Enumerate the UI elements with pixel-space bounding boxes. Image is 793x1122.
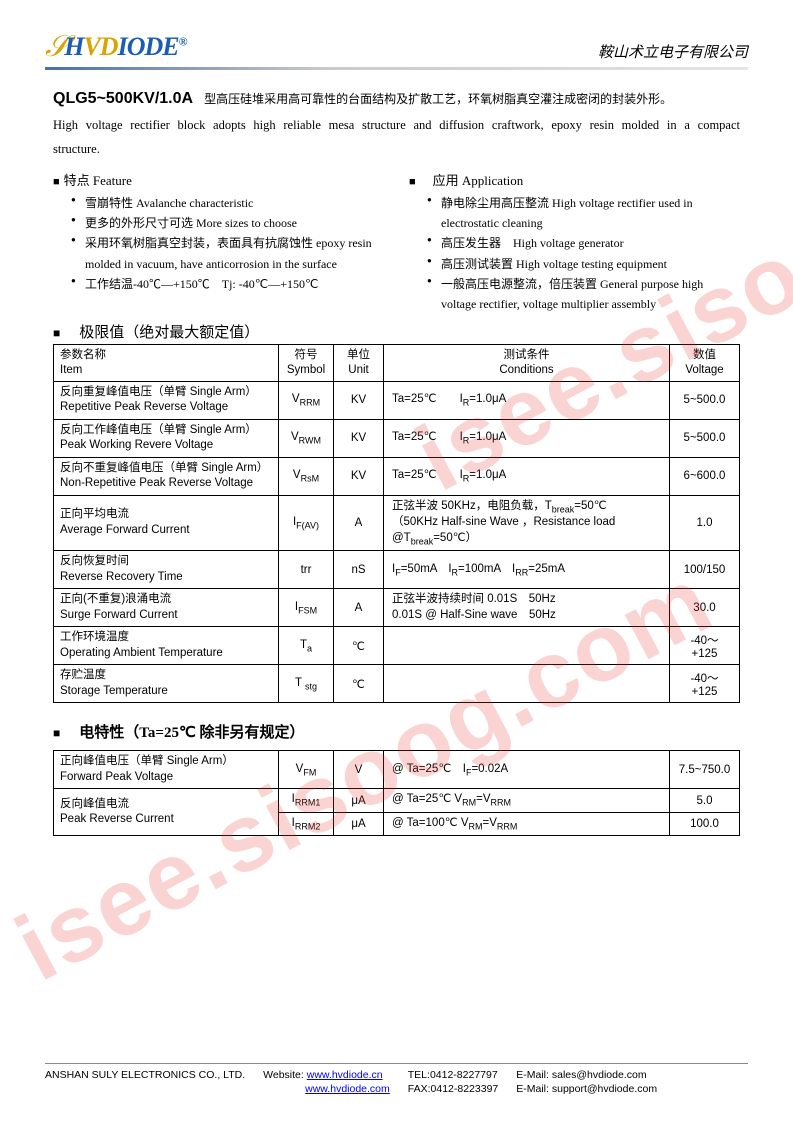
company-name: 鞍山术立电子有限公司: [598, 41, 748, 64]
part-number: QLG5~500KV/1.0A: [53, 90, 193, 107]
website-link[interactable]: www.hvdiode.com: [305, 1083, 390, 1095]
table-row: 正向(不重复)浪涌电流Surge Forward Current IFSM A …: [54, 589, 740, 627]
website-link[interactable]: www.hvdiode.cn: [307, 1069, 383, 1081]
table-header-row: 参数名称Item 符号Symbol 单位Unit 测试条件Conditions …: [54, 344, 740, 381]
table-row: 存贮温度Storage Temperature T stg ℃ -40～+125: [54, 665, 740, 703]
applications-list: 静电除尘用高压整流 High voltage rectifier used in…: [409, 193, 740, 315]
limits-table: 参数名称Item 符号Symbol 单位Unit 测试条件Conditions …: [53, 344, 740, 703]
table-row: 反向不重复峰值电压（单臂 Single Arm）Non-Repetitive P…: [54, 457, 740, 495]
th-item: 参数名称Item: [54, 344, 279, 381]
logo: 𝒮 HVDIODE®: [45, 30, 187, 64]
table-row: 正向峰值电压（单臂 Single Arm）Forward Peak Voltag…: [54, 751, 740, 789]
application-item: 高压发生器 High voltage generator: [427, 233, 740, 253]
application-item: 高压测试装置 High voltage testing equipment: [427, 254, 740, 274]
table-row: 反向重复峰值电压（单臂 Single Arm）Repetitive Peak R…: [54, 381, 740, 419]
logo-text: HVDIODE®: [64, 32, 186, 62]
table-row: 正向平均电流Average Forward Current IF(AV) A 正…: [54, 495, 740, 550]
footer-row: ANSHAN SULY ELECTRONICS CO., LTD. Websit…: [45, 1068, 748, 1097]
footer-phone: TEL:0412-8227797FAX:0412-8223397: [408, 1068, 499, 1097]
features-list: 雪崩特性 Avalanche characteristic 更多的外形尺寸可选 …: [53, 193, 384, 295]
footer-website: Website: www.hvdiode.cn www.hvdiode.com: [263, 1068, 390, 1097]
footer-company: ANSHAN SULY ELECTRONICS CO., LTD.: [45, 1068, 245, 1097]
table-row: 反向恢复时间Reverse Recovery Time trr nS IF=50…: [54, 551, 740, 589]
feature-item: 采用环氧树脂真空封装，表面具有抗腐蚀性 epoxy resin molded i…: [71, 233, 384, 274]
footer-email: E-Mail: sales@hvdiode.com E-Mail: suppor…: [516, 1068, 657, 1097]
applications-heading: ■ 应用 Application: [409, 170, 740, 189]
main-content: QLG5~500KV/1.0A 型高压硅堆采用高可靠性的台面结构及扩散工艺，环氧…: [45, 90, 748, 836]
th-unit: 单位Unit: [334, 344, 384, 381]
title-description: 型高压硅堆采用高可靠性的台面结构及扩散工艺，环氧树脂真空灌注成密闭的封装外形。: [204, 92, 672, 106]
th-symbol: 符号Symbol: [279, 344, 334, 381]
table-row: 反向峰值电流Peak Reverse Current IRRM1 μA @ Ta…: [54, 789, 740, 812]
application-item: 一般高压电源整流，倍压装置 General purpose high volta…: [427, 274, 740, 315]
electrical-title: ■ 电特性（Ta=25℃ 除非另有规定）: [53, 721, 740, 742]
features-column: ■特点 Feature 雪崩特性 Avalanche characteristi…: [53, 170, 384, 315]
feature-item: 更多的外形尺寸可选 More sizes to choose: [71, 213, 384, 233]
header: 𝒮 HVDIODE® 鞍山术立电子有限公司: [45, 30, 748, 67]
feature-item: 雪崩特性 Avalanche characteristic: [71, 193, 384, 213]
limits-title: ■ 极限值（绝对最大额定值）: [53, 321, 740, 342]
th-value: 数值Voltage: [670, 344, 740, 381]
table-row: 反向工作峰值电压（单臂 Single Arm）Peak Working Reve…: [54, 419, 740, 457]
application-item: 静电除尘用高压整流 High voltage rectifier used in…: [427, 193, 740, 234]
footer-rule: [45, 1063, 748, 1064]
title-line: QLG5~500KV/1.0A 型高压硅堆采用高可靠性的台面结构及扩散工艺，环氧…: [53, 90, 740, 108]
header-rule: [45, 67, 748, 70]
footer: ANSHAN SULY ELECTRONICS CO., LTD. Websit…: [45, 1063, 748, 1097]
table-row: 工作环境温度Operating Ambient Temperature Ta ℃…: [54, 627, 740, 665]
feature-application-row: ■特点 Feature 雪崩特性 Avalanche characteristi…: [53, 170, 740, 315]
features-heading: ■特点 Feature: [53, 170, 384, 189]
th-conditions: 测试条件Conditions: [384, 344, 670, 381]
electrical-table: 正向峰值电压（单臂 Single Arm）Forward Peak Voltag…: [53, 750, 740, 836]
feature-item: 工作结温-40℃—+150℃ Tj: -40℃—+150℃: [71, 274, 384, 294]
applications-column: ■ 应用 Application 静电除尘用高压整流 High voltage …: [409, 170, 740, 315]
intro-text: High voltage rectifier block adopts high…: [53, 114, 740, 162]
